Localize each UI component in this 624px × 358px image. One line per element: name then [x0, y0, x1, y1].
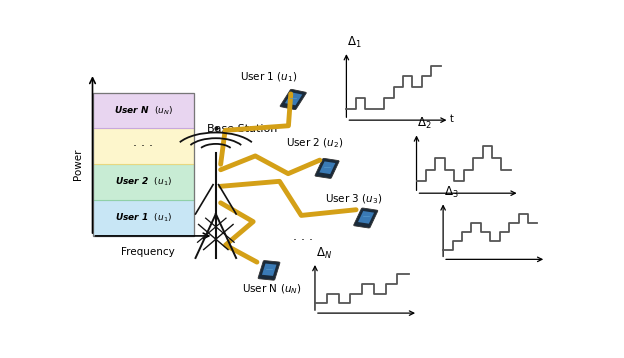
Text: t: t: [449, 114, 453, 124]
Text: User 1 $(u_1)$: User 1 $(u_1)$: [240, 71, 298, 84]
Bar: [92, 164, 194, 200]
Bar: [319, 161, 335, 174]
Text: Frequency: Frequency: [121, 247, 175, 257]
Text: $\Delta_1$: $\Delta_1$: [348, 35, 362, 50]
Bar: [92, 93, 194, 129]
Bar: [358, 211, 374, 224]
Text: $\Delta_N$: $\Delta_N$: [316, 246, 332, 261]
Text: Base Station: Base Station: [207, 124, 278, 134]
Text: $\Delta_3$: $\Delta_3$: [444, 185, 459, 200]
Bar: [92, 93, 194, 236]
FancyBboxPatch shape: [354, 208, 378, 228]
FancyBboxPatch shape: [315, 158, 339, 178]
Text: User 1  $(u_1)$: User 1 $(u_1)$: [115, 212, 172, 224]
Text: Power: Power: [73, 149, 83, 180]
FancyBboxPatch shape: [258, 261, 280, 280]
Text: $\Delta_2$: $\Delta_2$: [417, 116, 432, 131]
FancyBboxPatch shape: [280, 90, 306, 110]
Text: · · ·: · · ·: [134, 140, 154, 153]
Bar: [262, 263, 276, 276]
Text: User 2 $(u_2)$: User 2 $(u_2)$: [286, 137, 344, 150]
Text: User N $(u_N)$: User N $(u_N)$: [241, 283, 301, 296]
Bar: [92, 200, 194, 236]
Text: User 3 $(u_3)$: User 3 $(u_3)$: [325, 192, 383, 205]
Bar: [92, 129, 194, 164]
Bar: [285, 92, 302, 105]
Text: User N  $(u_N)$: User N $(u_N)$: [114, 104, 173, 117]
Text: · · ·: · · ·: [293, 233, 313, 247]
Text: User 2  $(u_1)$: User 2 $(u_1)$: [115, 176, 172, 188]
